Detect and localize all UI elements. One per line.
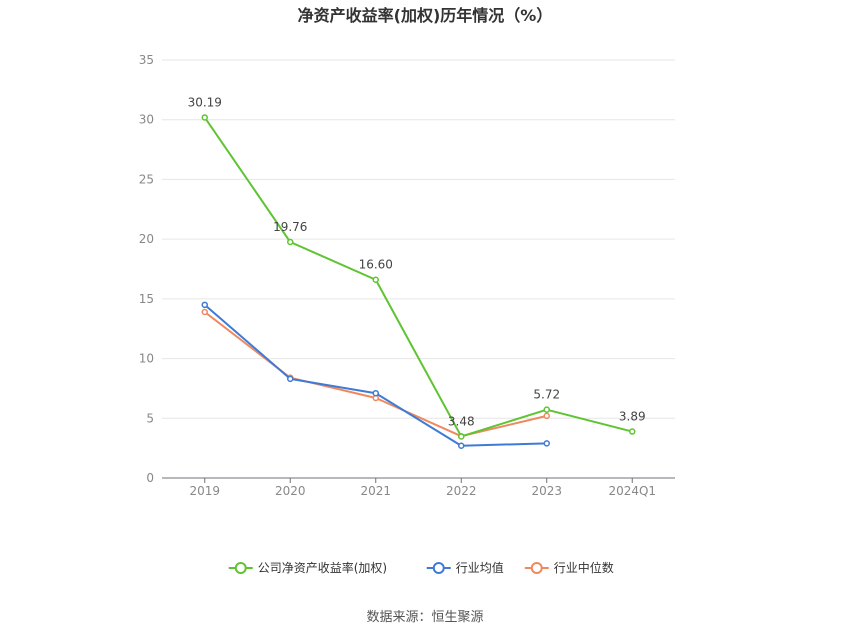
x-tick-label: 2019	[189, 484, 220, 498]
legend-label: 公司净资产收益率(加权)	[258, 560, 387, 575]
series-line	[204, 311, 547, 438]
data-label: 16.60	[359, 258, 393, 272]
data-label: 3.48	[448, 414, 475, 428]
data-label: 5.72	[533, 388, 560, 402]
y-tick-label: 35	[139, 53, 154, 67]
data-point	[543, 412, 550, 420]
data-label: 30.19	[188, 95, 222, 109]
data-point	[543, 406, 550, 413]
data-point	[372, 276, 379, 283]
y-tick-label: 30	[139, 113, 154, 127]
legend-label: 行业中位数	[554, 560, 614, 575]
legend-swatch-marker	[234, 562, 247, 574]
data-point	[287, 375, 294, 383]
y-tick-label: 0	[146, 471, 154, 485]
data-point	[287, 238, 294, 246]
chart-title: 净资产收益率(加权)历年情况（%）	[297, 6, 553, 25]
data-label: 19.76	[273, 220, 307, 234]
series-line	[204, 304, 547, 447]
data-point	[458, 442, 465, 450]
y-tick-label: 20	[139, 232, 154, 246]
x-tick-label: 2024Q1	[608, 484, 656, 498]
x-tick-label: 2022	[446, 484, 477, 498]
data-source: 数据来源：恒生聚源	[366, 610, 484, 625]
data-point	[629, 428, 636, 435]
x-tick-label: 2023	[531, 484, 562, 498]
y-tick-label: 25	[139, 172, 154, 186]
data-point	[201, 301, 208, 309]
legend-swatch-marker	[530, 562, 543, 574]
legend-swatch-marker	[432, 562, 445, 574]
data-point	[201, 308, 208, 316]
data-point	[201, 114, 208, 121]
legend-label: 行业均值	[456, 560, 504, 575]
data-point	[543, 440, 550, 447]
data-point	[458, 433, 465, 440]
y-tick-label: 10	[139, 352, 154, 366]
x-tick-label: 2021	[360, 484, 391, 498]
data-label: 3.89	[619, 410, 646, 424]
y-tick-label: 15	[139, 292, 154, 306]
y-tick-label: 5	[146, 411, 154, 425]
x-tick-label: 2020	[275, 484, 306, 498]
series-line	[203, 116, 633, 438]
data-point	[372, 389, 379, 397]
